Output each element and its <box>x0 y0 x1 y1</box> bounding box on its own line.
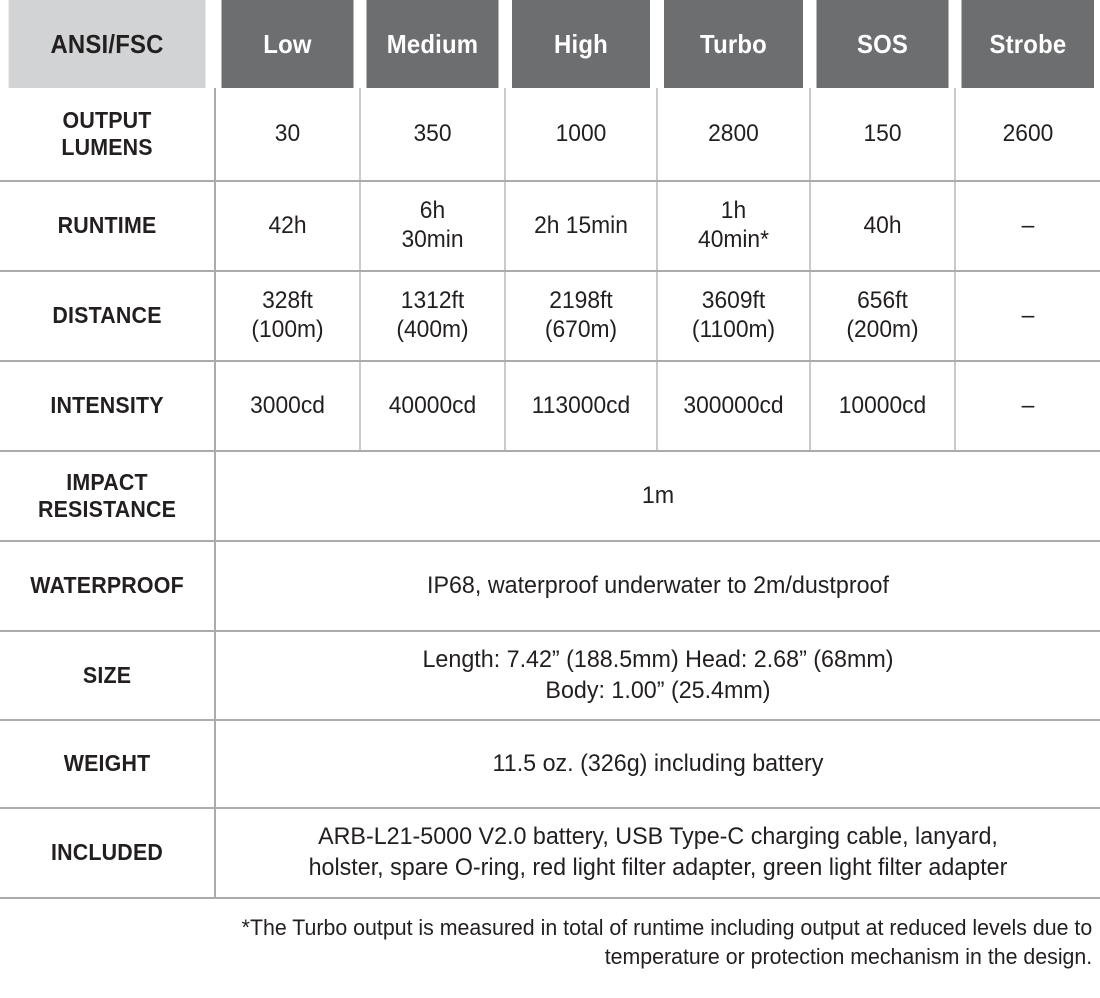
cell-size-value-line-1: Length: 7.42” (188.5mm) Head: 2.68” (68m… <box>422 645 894 673</box>
cell-distance-high-line-2: (670m) <box>544 316 618 343</box>
specifications-table: ANSI/FSC Low Medium High Turbo SOS Strob… <box>0 0 1100 899</box>
table-header: ANSI/FSC Low Medium High Turbo SOS Strob… <box>0 0 1100 88</box>
cell-distance-high-line-1: 2198ft <box>549 287 613 315</box>
footnote-line-1: *The Turbo output is measured in total o… <box>241 915 1093 940</box>
cell-distance-medium: 1312ft (400m) <box>363 271 503 362</box>
cell-included-value: ARB-L21-5000 V2.0 battery, USB Type-C ch… <box>228 808 1087 899</box>
cell-distance-low-line-2: (100m) <box>251 316 324 343</box>
cell-runtime-high: 2h 15min <box>508 181 655 272</box>
cell-intensity-strobe: – <box>958 361 1097 452</box>
row-label-weight: WEIGHT <box>7 720 209 809</box>
cell-output-lumens-strobe: 2600 <box>958 88 1097 182</box>
row-label-distance: DISTANCE <box>7 271 209 362</box>
footnote-line-2: temperature or protection mechanism in t… <box>604 944 1093 970</box>
cell-size-value-line-2: Body: 1.00” (25.4mm) <box>545 676 771 704</box>
cell-intensity-high: 113000cd <box>508 361 655 452</box>
table-row-included: INCLUDED ARB-L21-5000 V2.0 battery, USB … <box>0 808 1100 899</box>
column-header-sos: SOS <box>815 0 951 88</box>
cell-size-value: Length: 7.42” (188.5mm) Head: 2.68” (68m… <box>228 631 1087 721</box>
column-header-strobe: Strobe <box>960 0 1095 88</box>
table-row-waterproof: WATERPROOF IP68, waterproof underwater t… <box>0 541 1100 632</box>
table-row-distance: DISTANCE 328ft (100m) 1312ft (400m) 2198… <box>0 271 1100 362</box>
table-row-runtime: RUNTIME 42h 6h 30min 2h 15min 1h 40min* … <box>0 181 1100 272</box>
column-header-low: Low <box>220 0 356 88</box>
table-row-size: SIZE Length: 7.42” (188.5mm) Head: 2.68”… <box>0 631 1100 721</box>
cell-output-lumens-medium: 350 <box>363 88 503 182</box>
cell-runtime-strobe: – <box>958 181 1097 272</box>
cell-intensity-low: 3000cd <box>218 361 358 452</box>
table-row-intensity: INTENSITY 3000cd 40000cd 113000cd 300000… <box>0 361 1100 452</box>
row-label-output-lumens: OUTPUT LUMENS <box>7 88 209 182</box>
row-label-size: SIZE <box>7 631 209 721</box>
cell-intensity-medium: 40000cd <box>363 361 503 452</box>
cell-runtime-turbo: 1h 40min* <box>660 181 808 272</box>
cell-runtime-medium: 6h 30min <box>363 181 503 272</box>
table-row-impact-resistance: IMPACT RESISTANCE 1m <box>0 451 1100 542</box>
cell-runtime-turbo-line-2: 40min* <box>698 226 769 253</box>
cell-distance-strobe: – <box>958 271 1097 362</box>
cell-runtime-low: 42h <box>218 181 358 272</box>
cell-distance-medium-line-2: (400m) <box>396 316 469 343</box>
cell-runtime-sos: 40h <box>813 181 953 272</box>
cell-distance-high: 2198ft (670m) <box>508 271 655 362</box>
row-label-line-2: RESISTANCE <box>37 496 177 522</box>
cell-intensity-turbo: 300000cd <box>660 361 808 452</box>
cell-distance-low: 328ft (100m) <box>218 271 358 362</box>
cell-distance-turbo: 3609ft (1100m) <box>660 271 808 362</box>
cell-distance-turbo-line-2: (1100m) <box>691 316 776 343</box>
table-row-weight: WEIGHT 11.5 oz. (326g) including battery <box>0 720 1100 809</box>
cell-distance-sos-line-2: (200m) <box>846 316 919 343</box>
cell-intensity-sos: 10000cd <box>813 361 953 452</box>
row-label-runtime: RUNTIME <box>7 181 209 272</box>
cell-output-lumens-high: 1000 <box>508 88 655 182</box>
table-body: OUTPUT LUMENS 30 350 1000 2800 150 2600 … <box>0 88 1100 899</box>
cell-distance-turbo-line-1: 3609ft <box>701 287 766 315</box>
row-label-line-1: OUTPUT <box>62 106 152 133</box>
cell-waterproof-value: IP68, waterproof underwater to 2m/dustpr… <box>228 541 1087 632</box>
cell-runtime-turbo-line-1: 1h <box>720 197 747 225</box>
cell-runtime-medium-line-2: 30min <box>401 226 464 253</box>
cell-impact-resistance-value: 1m <box>228 451 1087 542</box>
row-label-included: INCLUDED <box>7 808 209 899</box>
column-header-high: High <box>511 0 652 88</box>
cell-runtime-medium-line-1: 6h <box>419 197 446 225</box>
row-label-waterproof: WATERPROOF <box>7 541 209 632</box>
cell-distance-sos-line-1: 656ft <box>857 287 908 315</box>
cell-distance-sos: 656ft (200m) <box>813 271 953 362</box>
column-header-turbo: Turbo <box>663 0 805 88</box>
cell-distance-low-line-1: 328ft <box>262 287 313 315</box>
row-label-line-2: LUMENS <box>61 134 153 160</box>
row-label-line-1: IMPACT <box>66 468 148 495</box>
column-header-medium: Medium <box>365 0 501 88</box>
cell-output-lumens-turbo: 2800 <box>660 88 808 182</box>
cell-weight-value: 11.5 oz. (326g) including battery <box>228 720 1087 809</box>
cell-output-lumens-low: 30 <box>218 88 358 182</box>
cell-output-lumens-sos: 150 <box>813 88 953 182</box>
cell-included-value-line-2: holster, spare O-ring, red light filter … <box>308 854 1008 881</box>
cell-included-value-line-1: ARB-L21-5000 V2.0 battery, USB Type-C ch… <box>318 823 998 851</box>
row-label-impact-resistance: IMPACT RESISTANCE <box>7 451 209 542</box>
header-row: ANSI/FSC Low Medium High Turbo SOS Strob… <box>0 0 1100 88</box>
footnote: *The Turbo output is measured in total o… <box>33 899 1100 971</box>
table-row-output-lumens: OUTPUT LUMENS 30 350 1000 2800 150 2600 <box>0 88 1100 182</box>
column-header-ansi-fsc: ANSI/FSC <box>8 0 208 88</box>
row-label-intensity: INTENSITY <box>7 361 209 452</box>
cell-distance-medium-line-1: 1312ft <box>400 287 465 315</box>
